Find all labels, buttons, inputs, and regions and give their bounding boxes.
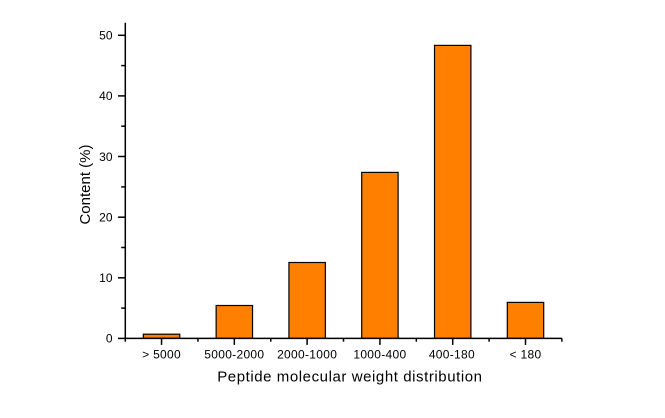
svg-text:< 180: < 180 [510,348,542,362]
svg-text:20: 20 [99,211,113,225]
svg-text:50: 50 [99,29,113,43]
svg-text:> 5000: > 5000 [142,348,181,362]
svg-text:0: 0 [106,332,113,346]
svg-text:40: 40 [99,89,113,103]
svg-text:Peptide molecular weight distr: Peptide molecular weight distribution [217,368,482,385]
svg-text:5000-2000: 5000-2000 [204,348,264,362]
svg-text:2000-1000: 2000-1000 [277,348,337,362]
svg-text:10: 10 [99,271,113,285]
svg-text:30: 30 [99,150,113,164]
svg-text:400-180: 400-180 [429,348,475,362]
svg-text:Content (%): Content (%) [77,144,94,224]
svg-text:1000-400: 1000-400 [353,348,406,362]
